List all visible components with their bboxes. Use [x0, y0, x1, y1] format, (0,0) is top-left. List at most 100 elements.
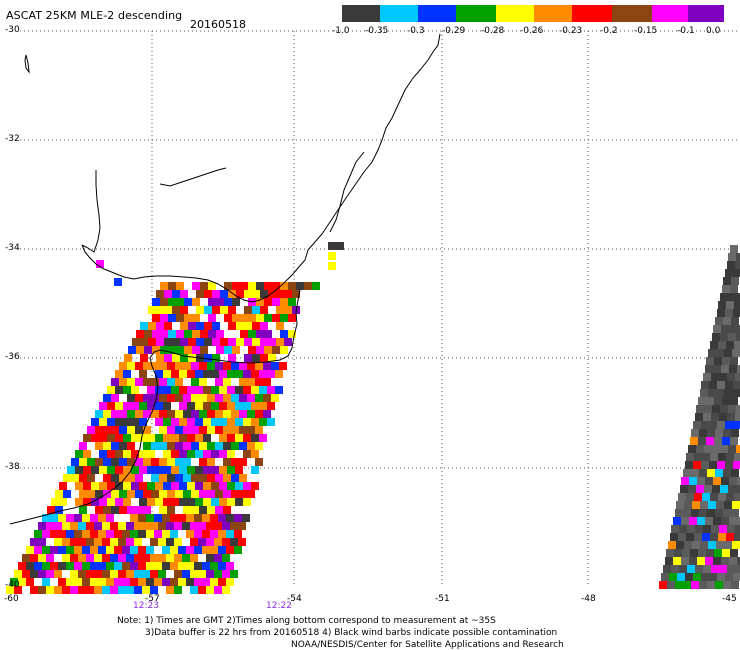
swath-cell [684, 541, 692, 549]
swath-cell [720, 445, 728, 453]
swath-cell [114, 530, 122, 538]
swath-cell [182, 570, 190, 578]
lon-label: -54 [287, 594, 302, 604]
swath-cell [268, 290, 276, 298]
swath-cell [226, 578, 234, 586]
swath-cell [159, 362, 167, 370]
swath-cell [210, 514, 218, 522]
swath-cell [723, 429, 731, 437]
swath-cell [717, 573, 725, 581]
swath-cell [207, 394, 215, 402]
swath-cell [175, 362, 183, 370]
swath-cell [111, 410, 119, 418]
swath-cell [223, 458, 231, 466]
swath-cell [86, 522, 94, 530]
swath-cell [707, 509, 715, 517]
swath-cell [288, 330, 296, 338]
swath-cell [239, 442, 247, 450]
swath-cell [127, 394, 135, 402]
swath-cell [259, 386, 267, 394]
swath-cell [174, 586, 182, 594]
swath-cell [144, 346, 152, 354]
swath-cell [142, 586, 150, 594]
swath-cell [106, 546, 114, 554]
swath-cell [75, 466, 83, 474]
swath-cell [252, 290, 260, 298]
swath-cell [184, 298, 192, 306]
swath-cell [18, 578, 26, 586]
scatterometer-swath [6, 242, 740, 594]
colorbar-swatch [688, 5, 724, 22]
swath-cell [176, 314, 184, 322]
swath-cell [686, 493, 694, 501]
swath-cell [706, 357, 714, 365]
swath-cell [271, 362, 279, 370]
swath-cell [218, 514, 226, 522]
swath-cell [167, 362, 175, 370]
swath-cell [714, 357, 722, 365]
swath-cell [152, 346, 160, 354]
swath-cell [296, 282, 304, 290]
lon-label: -48 [581, 594, 596, 604]
swath-cell [107, 482, 115, 490]
swath-cell [666, 549, 674, 557]
swath-cell [673, 517, 681, 525]
swath-cell [247, 442, 255, 450]
swath-cell [216, 298, 224, 306]
swath-cell [148, 322, 156, 330]
swath-cell [66, 514, 74, 522]
swath-cell [192, 298, 200, 306]
swath-cell [151, 474, 159, 482]
swath-cell [272, 314, 280, 322]
swath-cell [194, 514, 202, 522]
swath-cell [737, 557, 740, 565]
coastline-line [81, 170, 101, 253]
swath-cell [151, 490, 159, 498]
swath-cell [186, 514, 194, 522]
swath-cell [203, 466, 211, 474]
swath-cell [736, 405, 740, 413]
swath-cell [736, 485, 740, 493]
swath-cell [239, 458, 247, 466]
swath-cell [256, 298, 264, 306]
swath-cell [243, 418, 251, 426]
swath-cell [713, 365, 721, 373]
swath-cell [186, 530, 194, 538]
swath-cell [264, 282, 272, 290]
swath-cell [127, 506, 135, 514]
swath-cell [155, 498, 163, 506]
swath-cell [724, 389, 732, 397]
swath-cell [724, 541, 732, 549]
swath-cell [717, 309, 725, 317]
swath-cell [22, 554, 30, 562]
swath-cell [26, 578, 34, 586]
swath-cell [695, 565, 703, 573]
swath-cell [187, 402, 195, 410]
swath-cell [134, 522, 142, 530]
swath-cell [712, 445, 720, 453]
swath-cell [711, 525, 719, 533]
swath-cell [284, 306, 292, 314]
swath-cell [730, 245, 738, 253]
swath-cell [722, 357, 730, 365]
swath-cell [175, 410, 183, 418]
swath-cell [223, 426, 231, 434]
swath-cell [196, 306, 204, 314]
swath-cell [135, 410, 143, 418]
swath-cell [136, 346, 144, 354]
swath-cell [710, 533, 718, 541]
swath-cell [260, 338, 268, 346]
swath-cell [79, 506, 87, 514]
swath-cell [699, 429, 707, 437]
swath-cell [211, 370, 219, 378]
swath-cell [726, 341, 734, 349]
swath-cell [728, 405, 736, 413]
colorbar-label: -0.15 [634, 26, 658, 36]
swath-cell [304, 282, 312, 290]
swath-cell [107, 466, 115, 474]
swath-cell [186, 578, 194, 586]
swath-cell [244, 322, 252, 330]
swath-cell [239, 410, 247, 418]
swath-cell [328, 242, 336, 250]
swath-cell [219, 370, 227, 378]
